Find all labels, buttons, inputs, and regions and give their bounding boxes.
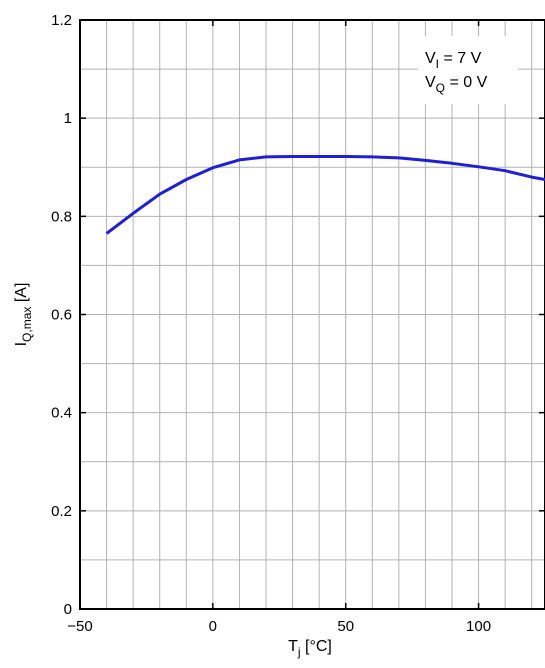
y-axis-label-sub: Q,max — [20, 307, 34, 342]
x-tick-labels: −50 0 50 100 — [67, 618, 491, 635]
y-tick-label: 0.4 — [51, 405, 72, 422]
x-axis-label-sub: j — [297, 645, 301, 659]
y-tick-label: 0.8 — [51, 208, 72, 225]
grid — [80, 20, 545, 609]
y-tick-label: 0.2 — [51, 503, 72, 520]
y-tick-label: 1.2 — [51, 12, 72, 29]
annotations: VI = 7 V VQ = 0 V — [425, 50, 488, 95]
x-tick-label: 0 — [209, 618, 217, 635]
axis-ticks — [79, 19, 545, 610]
series-line — [105, 155, 545, 235]
y-axis-label-main: I — [13, 342, 30, 346]
annotation-text: VQ = 0 V — [425, 74, 488, 95]
y-tick-label: 1 — [64, 110, 72, 127]
y-tick-label: 0.6 — [51, 307, 72, 324]
x-axis-label: Tj [°C] — [288, 638, 332, 659]
x-tick-label: 100 — [466, 618, 491, 635]
annotation-box — [418, 36, 518, 104]
y-axis-label-tail: [A] — [13, 283, 30, 307]
x-tick-label: −50 — [67, 618, 92, 635]
y-tick-labels: 0 0.2 0.4 0.6 0.8 1 1.2 — [51, 12, 72, 618]
x-axis-label-tail: [°C] — [301, 638, 332, 655]
annotation-text: VI = 7 V — [425, 50, 482, 71]
x-tick-label: 50 — [337, 618, 354, 635]
y-axis-label: IQ,max [A] — [13, 283, 34, 347]
y-tick-label: 0 — [64, 601, 72, 618]
x-axis-label-main: T — [288, 638, 298, 655]
